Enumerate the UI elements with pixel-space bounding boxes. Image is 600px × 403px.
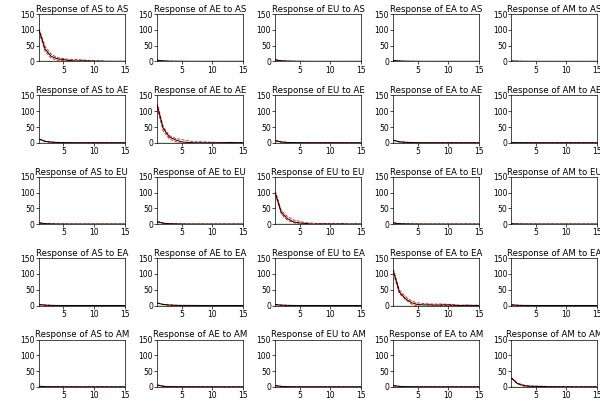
Title: Response of EU to EA: Response of EU to EA	[272, 249, 364, 258]
Title: Response of EA to AS: Response of EA to AS	[390, 5, 482, 14]
Title: Response of AS to AE: Response of AS to AE	[35, 86, 128, 96]
Title: Response of AE to EU: Response of AE to EU	[154, 168, 247, 177]
Title: Response of AM to AM: Response of AM to AM	[506, 330, 600, 339]
Title: Response of AE to AM: Response of AE to AM	[153, 330, 247, 339]
Title: Response of AS to AS: Response of AS to AS	[35, 5, 128, 14]
Title: Response of AM to EU: Response of AM to EU	[507, 168, 600, 177]
Title: Response of EU to AS: Response of EU to AS	[272, 5, 364, 14]
Title: Response of EA to EU: Response of EA to EU	[389, 168, 482, 177]
Title: Response of EU to AM: Response of EU to AM	[271, 330, 365, 339]
Title: Response of AS to AM: Response of AS to AM	[35, 330, 129, 339]
Title: Response of EU to EU: Response of EU to EU	[271, 168, 365, 177]
Title: Response of EU to AE: Response of EU to AE	[272, 86, 364, 96]
Title: Response of EA to EA: Response of EA to EA	[390, 249, 482, 258]
Title: Response of AS to EU: Response of AS to EU	[35, 168, 128, 177]
Title: Response of AE to AE: Response of AE to AE	[154, 86, 246, 96]
Title: Response of EA to AM: Response of EA to AM	[389, 330, 483, 339]
Title: Response of AE to AS: Response of AE to AS	[154, 5, 246, 14]
Title: Response of AS to EA: Response of AS to EA	[35, 249, 128, 258]
Title: Response of AM to EA: Response of AM to EA	[507, 249, 600, 258]
Title: Response of AM to AS: Response of AM to AS	[507, 5, 600, 14]
Title: Response of AE to EA: Response of AE to EA	[154, 249, 246, 258]
Title: Response of AM to AE: Response of AM to AE	[507, 86, 600, 96]
Title: Response of EA to AE: Response of EA to AE	[390, 86, 482, 96]
